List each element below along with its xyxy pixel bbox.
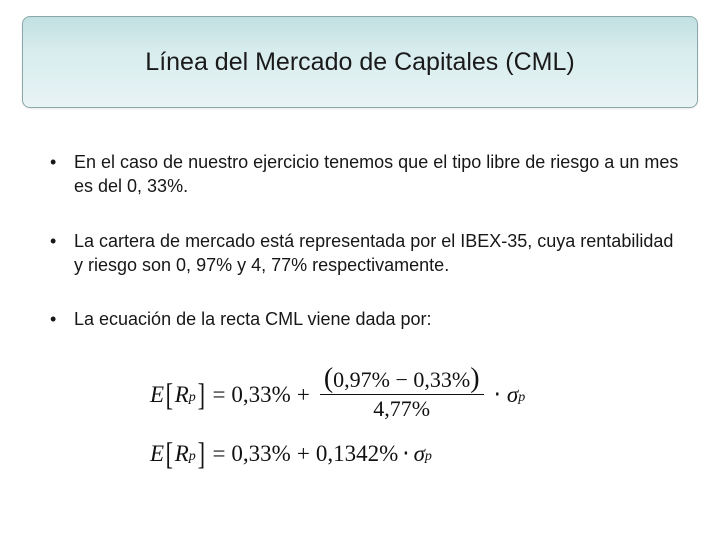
bullet-item: • La cartera de mercado está representad… — [50, 229, 680, 278]
num-a: 0,97% — [333, 367, 390, 392]
bullet-marker: • — [50, 307, 74, 331]
fraction: (0,97% − 0,33%) 4,77% — [320, 368, 484, 421]
term-slope: 0,1342% — [316, 441, 398, 467]
bullet-marker: • — [50, 150, 74, 199]
dot-operator: ⋅ — [494, 382, 501, 408]
bullet-item: • En el caso de nuestro ejercicio tenemo… — [50, 150, 680, 199]
bullet-text-1: En el caso de nuestro ejercicio tenemos … — [74, 150, 680, 199]
symbol-R: R — [175, 382, 189, 408]
symbol-sigma: σ — [414, 441, 425, 467]
paren-open: ( — [324, 363, 333, 394]
bullet-text-2: La cartera de mercado está representada … — [74, 229, 680, 278]
fraction-denominator: 4,77% — [373, 395, 430, 421]
slide-title: Línea del Mercado de Capitales (CML) — [145, 48, 574, 77]
equation-1: E [ R p ] = 0,33% + (0,97% − 0,33%) 4,77… — [150, 368, 610, 421]
title-banner: Línea del Mercado de Capitales (CML) — [22, 16, 698, 108]
bullet-text-3: La ecuación de la recta CML viene dada p… — [74, 307, 432, 331]
equation-2: E [ R p ] = 0,33% + 0,1342% ⋅ σ p — [150, 439, 610, 468]
bullet-item: • La ecuación de la recta CML viene dada… — [50, 307, 680, 331]
eq-lhs: E [ R p ] — [150, 439, 206, 468]
fraction-numerator: (0,97% − 0,33%) — [320, 368, 484, 395]
equals-sign: = — [212, 382, 225, 408]
term-intercept: 0,33% — [231, 382, 290, 408]
term-intercept: 0,33% — [231, 441, 290, 467]
equations-block: E [ R p ] = 0,33% + (0,97% − 0,33%) 4,77… — [150, 368, 610, 486]
num-minus: − — [390, 367, 413, 392]
bracket-close: ] — [197, 380, 204, 409]
symbol-E: E — [150, 441, 164, 467]
bullet-marker: • — [50, 229, 74, 278]
bracket-open: [ — [166, 380, 173, 409]
symbol-sigma: σ — [507, 382, 518, 408]
plus-sign: + — [297, 382, 310, 408]
bracket-close: ] — [197, 439, 204, 468]
num-b: 0,33% — [413, 367, 470, 392]
symbol-R: R — [175, 441, 189, 467]
bracket-open: [ — [166, 439, 173, 468]
equals-sign: = — [212, 441, 225, 467]
dot-operator: ⋅ — [402, 441, 409, 467]
symbol-E: E — [150, 382, 164, 408]
subscript-p: p — [425, 449, 432, 465]
content-area: • En el caso de nuestro ejercicio tenemo… — [50, 150, 680, 361]
plus-sign: + — [297, 441, 310, 467]
subscript-p: p — [518, 390, 525, 406]
paren-close: ) — [470, 363, 479, 394]
subscript-p: p — [189, 390, 196, 406]
subscript-p: p — [189, 449, 196, 465]
eq-lhs: E [ R p ] — [150, 380, 206, 409]
